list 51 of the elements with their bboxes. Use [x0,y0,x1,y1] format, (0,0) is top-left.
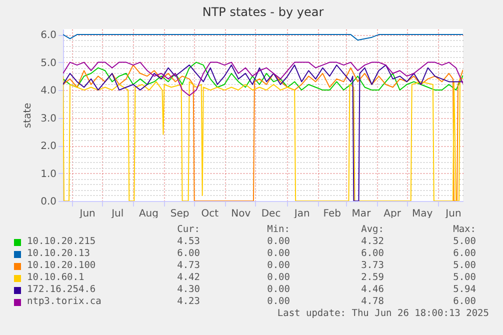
text: 4.30 [177,284,200,296]
text: 6.00 [177,248,200,260]
y-tick-label: 2.0 [40,141,56,152]
legend-label: 10.10.20.13 [27,248,90,260]
text: 4.46 [361,284,384,296]
text: 6.00 [453,296,476,308]
text: 4.32 [361,236,384,248]
y-tick-label: 6.0 [40,30,56,42]
y-tick-label: 0.0 [40,196,56,208]
text: Cur: [177,224,200,236]
x-tick-label: Oct [201,208,219,220]
text: 0.00 [267,248,290,260]
text: 0.00 [267,260,290,272]
legend-label: ntp3.torix.ca [27,296,102,308]
legend-label: 10.10.20.215 [27,236,96,248]
y-tick-label: 1.0 [40,168,56,180]
text: 4.42 [177,272,200,284]
text: 5.00 [453,272,476,284]
y-axis-title: state [22,102,34,128]
text: 6.00 [361,248,384,260]
x-tick-label: Nov [231,208,251,220]
text: 4.23 [177,296,200,308]
legend-label: 10.10.60.1 [27,272,84,284]
text: Avg: [361,224,384,236]
y-tick-label: 5.0 [40,58,56,69]
y-tick-label: 3.0 [40,113,56,124]
text: Max: [453,224,476,236]
x-tick-label: Mar [352,208,372,220]
text: 0.00 [267,284,290,296]
text: 2.59 [361,272,384,284]
text: 0.00 [267,236,290,248]
text: 4.78 [361,296,384,308]
text: 5.00 [453,260,476,272]
x-tick-label: Feb [323,208,342,220]
text: 0.00 [267,296,290,308]
text: Last update: Thu Jun 26 18:00:13 2025 [277,308,489,320]
chart-title: NTP states - by year [202,5,324,19]
text: 5.94 [453,284,476,296]
y-tick-label: 4.0 [40,86,56,97]
text: Min: [267,224,290,236]
line-series [63,62,463,91]
x-tick-label: Dec [261,208,281,220]
text: 6.00 [453,248,476,260]
text: 4.53 [177,236,200,248]
legend-label: 172.16.254.6 [27,284,96,296]
line-series [63,62,463,96]
text: 3.73 [361,260,384,272]
legend-label: 10.10.20.100 [27,260,96,272]
text: 4.73 [177,260,200,272]
text: 5.00 [453,236,476,248]
text: 0.00 [267,272,290,284]
